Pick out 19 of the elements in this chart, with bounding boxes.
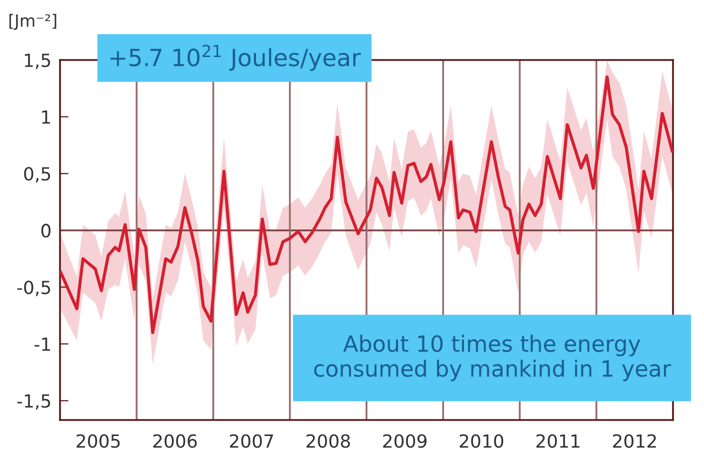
y-tick-label: 0,5: [24, 167, 50, 183]
y-tick-label: -1: [34, 338, 50, 351]
x-tick-label: 2012: [613, 434, 656, 448]
y-tick-label: 1,5: [24, 54, 50, 69]
x-tick-label: 2007: [230, 434, 273, 448]
x-tick-label: 2005: [76, 434, 120, 448]
y-tick-label: 0: [41, 224, 50, 238]
y-axis-title: [Jm⁻²]: [9, 14, 56, 30]
annotation: About 10 times the energy consumed by mankind in 1 year: [314, 334, 672, 382]
y-tick-label: -1,5: [17, 394, 50, 410]
x-tick-label: 2010: [460, 434, 504, 448]
x-tick-label: 2006: [153, 434, 197, 448]
y-tick-label: 1: [42, 110, 50, 124]
annotation: +5.7 10$^{21}$ Joules/year: [110, 44, 361, 71]
line-series: [60, 76, 673, 334]
x-tick-label: 2011: [536, 434, 580, 448]
y-tick-label: -0,5: [17, 280, 50, 296]
x-tick-label: 2008: [306, 434, 350, 448]
x-tick-label: 2009: [383, 434, 427, 448]
